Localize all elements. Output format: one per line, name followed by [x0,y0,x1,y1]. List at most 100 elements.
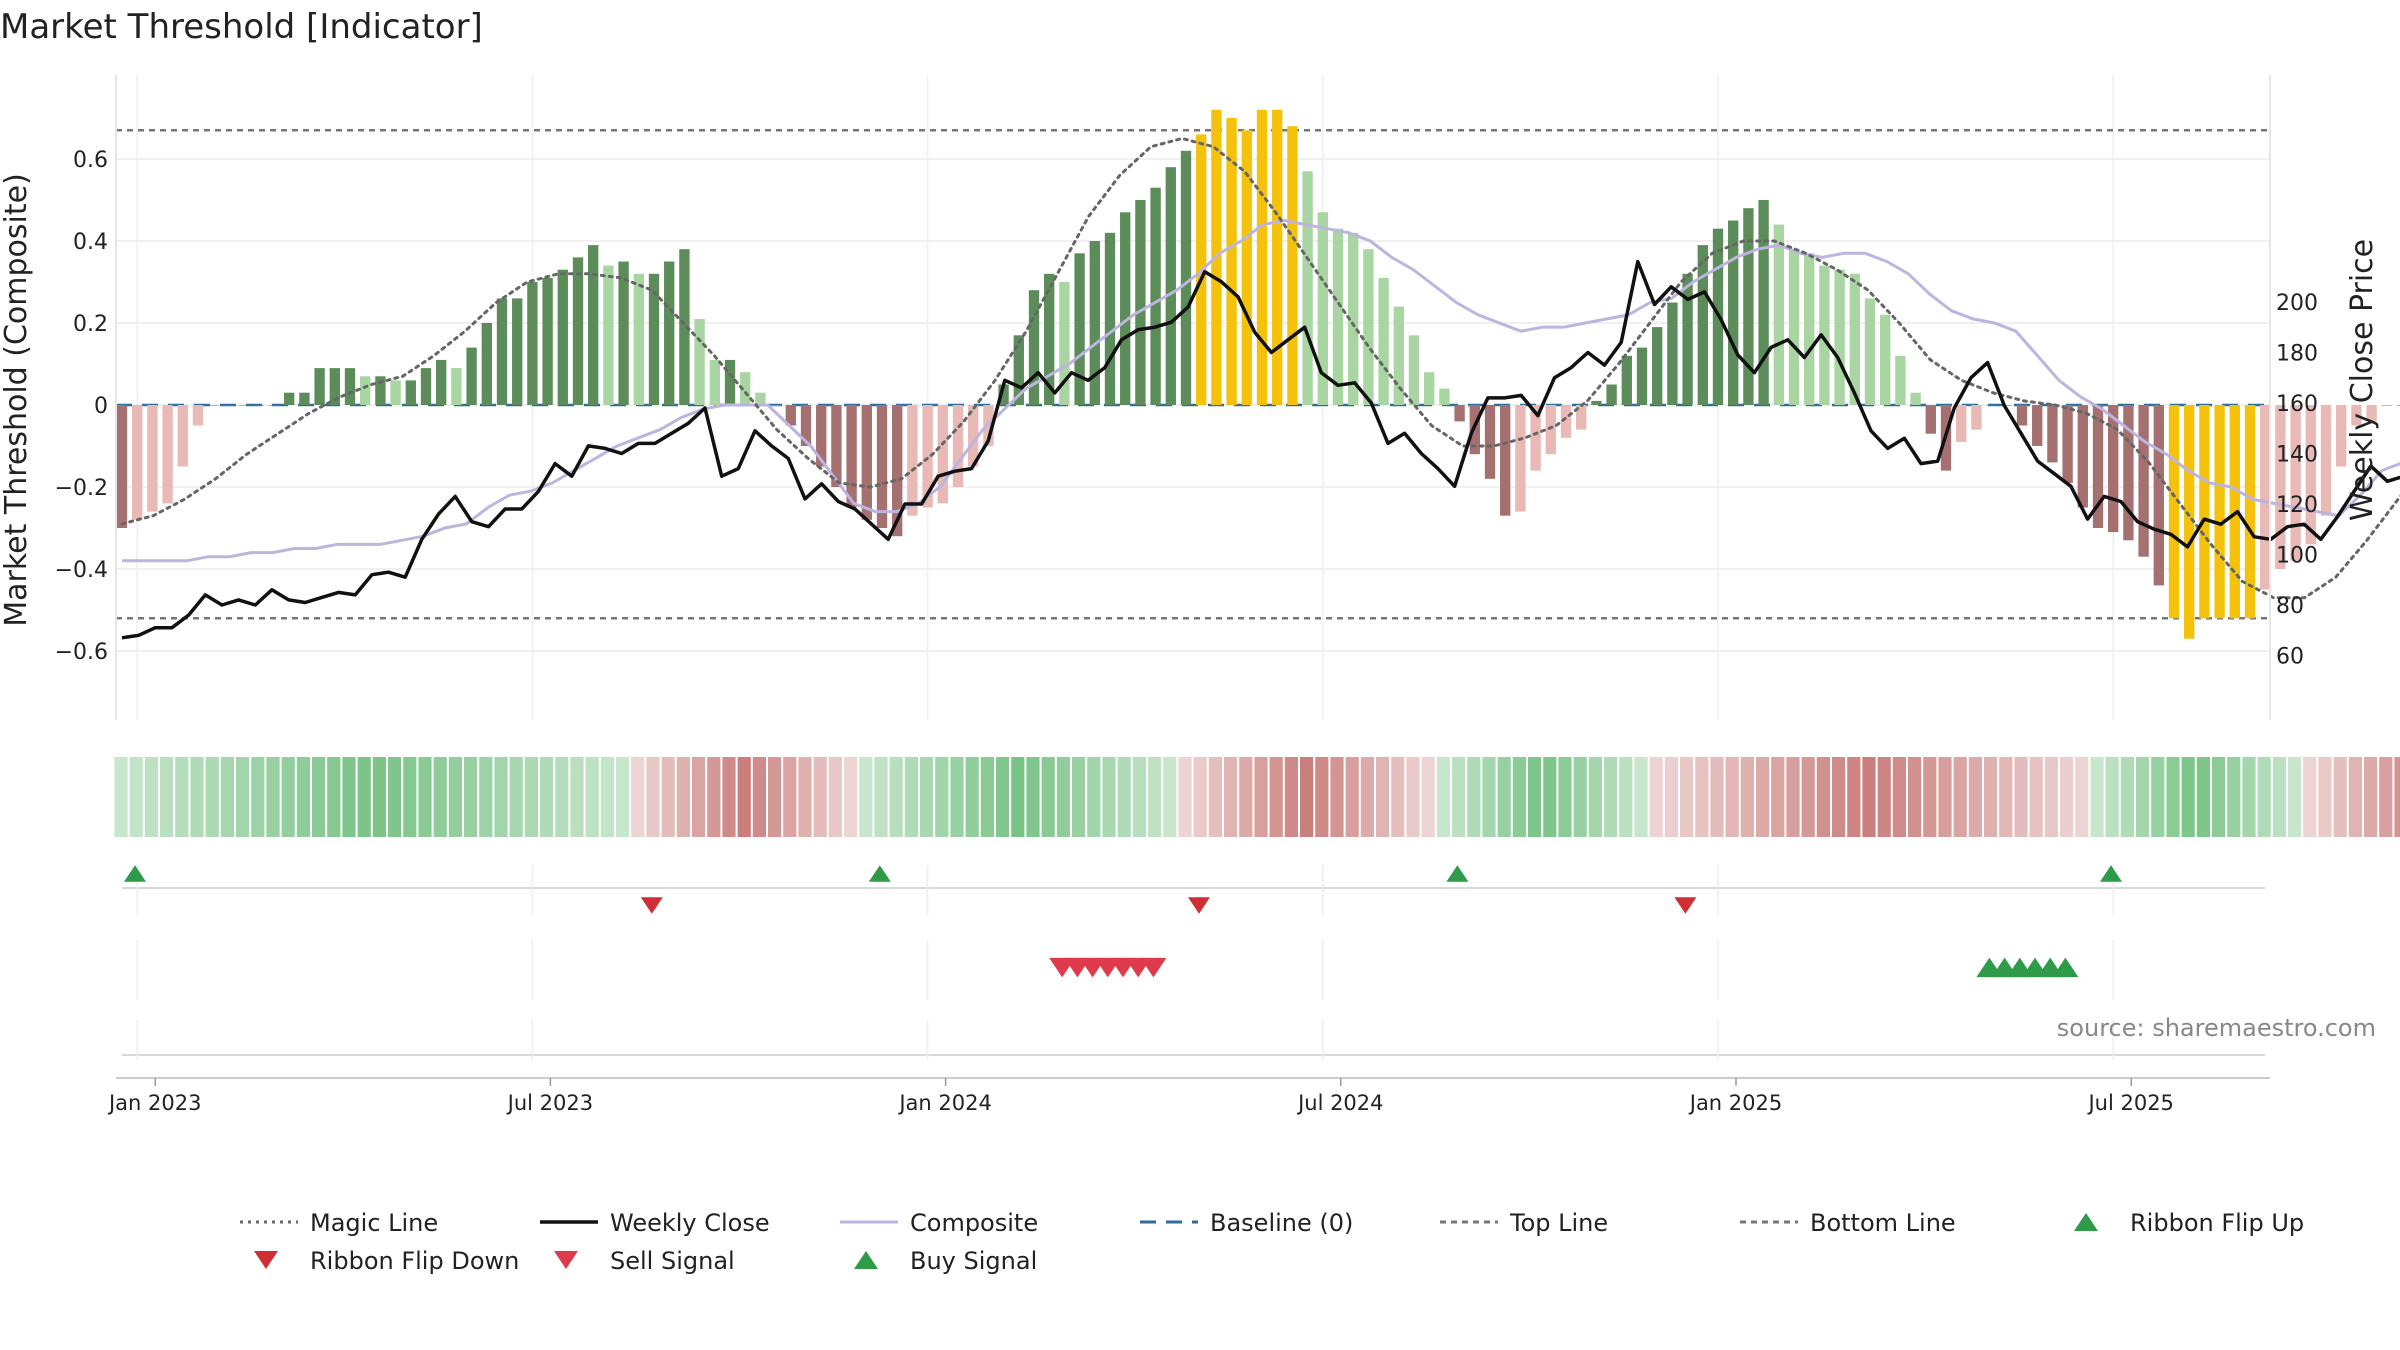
histogram-bar [2032,405,2043,446]
legend-marker-down [254,1251,278,1269]
ribbon-cell [2196,757,2210,837]
right-tick-label: 140 [2276,442,2318,467]
histogram-bar [1454,405,1465,422]
histogram-bar [147,405,158,512]
ribbon-cell [996,757,1010,837]
ribbon-cell [768,757,782,837]
histogram-bar [1135,200,1146,405]
chart-title: Market Threshold [Indicator] [0,7,483,47]
histogram-bar [2016,405,2028,426]
histogram-bar [907,405,918,516]
ribbon-cell [160,757,174,837]
ribbon-cell [2136,757,2150,837]
histogram-bar [1120,212,1131,405]
sell-signal-marker [1140,957,1167,978]
ribbon-cell [844,757,858,837]
ribbon-cell [1801,757,1815,837]
ribbon-cell [1345,757,1359,837]
ribbon-cell [1452,757,1466,837]
histogram-bar [344,368,356,405]
histogram-bar [1393,306,1404,405]
ribbon-cell [1376,757,1390,837]
histogram-bar [588,245,599,405]
ribbon-cell [266,757,280,837]
histogram-bar [1864,298,1876,405]
histogram-bar [284,392,295,405]
ribbon-cell [296,757,310,837]
histogram-bar [1910,392,1921,405]
ribbon-cell [2151,757,2165,837]
histogram-bar [968,405,979,467]
ribbon-cell [540,757,554,837]
ribbon-cell [205,757,219,837]
ribbon-cell [600,757,614,837]
ribbon-cell [1330,757,1344,837]
histogram-bar [1728,220,1739,405]
histogram-bar [2047,405,2058,463]
ribbon-cell [1923,757,1937,837]
histogram-bar [2092,405,2104,528]
ribbon-cell [737,757,751,837]
ribbon-cell [1604,757,1618,837]
histogram-bar [1013,335,1024,405]
histogram-bar [1591,400,1602,405]
right-tick-label: 60 [2276,645,2304,670]
ribbon-cell [1026,757,1040,837]
histogram-bar [2108,405,2119,533]
ribbon-cell [2075,757,2089,837]
ribbon-cell [2318,757,2332,837]
histogram-bar [192,405,204,426]
ribbon-cell [1877,757,1891,837]
histogram-bar [1089,241,1100,405]
ribbon-cell [1041,757,1055,837]
histogram-bar [603,265,614,405]
histogram-bar [709,359,720,405]
histogram-bar [1880,314,1891,405]
ribbon-cell [1224,757,1238,837]
right-tick-label: 100 [2276,543,2318,568]
histogram-bar [1545,405,1556,455]
histogram-bar [755,392,766,405]
legend-marker-up [2074,1213,2098,1231]
histogram-bar [724,359,736,405]
ribbon-cell [114,757,128,837]
date-tick-label: Jan 2023 [107,1091,202,1115]
histogram-bar [420,368,432,405]
y-axis-label-left: Market Threshold (Composite) [0,173,34,627]
ribbon-cell [220,757,234,837]
date-tick-label: Jan 2025 [1688,1091,1783,1115]
histogram-bar [542,277,553,405]
legend-label: Composite [910,1209,1038,1237]
histogram-bar [1773,224,1784,405]
ribbon-cell [752,757,766,837]
ribbon-cell [1680,757,1694,837]
histogram-bar [1925,405,1936,434]
histogram-bar [816,405,827,467]
histogram-bar [2260,405,2271,590]
left-tick-label: −0.4 [55,558,108,583]
ribbon-cell [2303,757,2317,837]
ribbon-cell [2181,757,2195,837]
histogram-bar [998,384,1009,405]
histogram-bar [1408,335,1420,405]
histogram-bar [1500,405,1511,516]
ribbon-cell [2166,757,2180,837]
histogram-bar [1180,150,1192,405]
ribbon-cell [342,757,356,837]
histogram-bar [800,405,812,446]
legend-item-bottom-line: Bottom Line [1740,1209,1956,1237]
histogram-bar [740,372,751,405]
ribbon-cell [783,757,797,837]
histogram-bar [1636,347,1648,405]
histogram-bar [527,282,538,405]
ribbon-cell [1984,757,1998,837]
ribbon-cell [570,757,584,837]
histogram-bar [1332,228,1344,405]
histogram-bar [1287,126,1298,405]
histogram-bar [892,405,903,537]
histogram-bar [1667,302,1678,405]
ribbon-cell [1300,757,1314,837]
ribbon-cell [1512,757,1526,837]
histogram-bar [1302,171,1313,405]
ribbon-cell [448,757,462,837]
